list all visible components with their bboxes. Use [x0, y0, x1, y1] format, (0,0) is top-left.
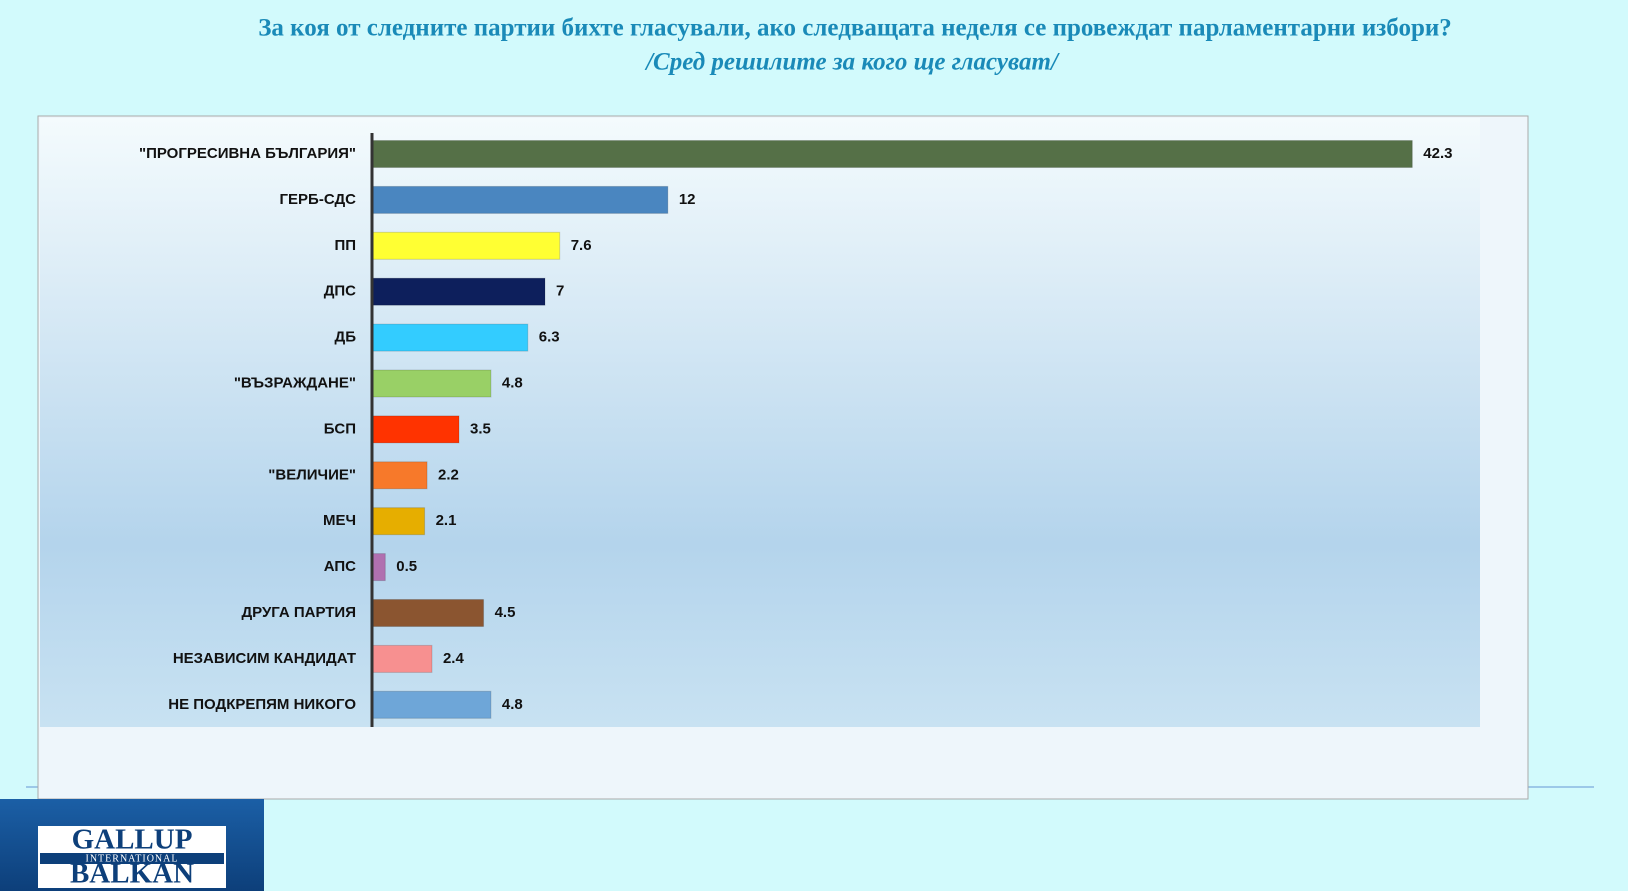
category-label: "ВЕЛИЧИЕ": [268, 466, 356, 483]
logo-text: GALLUP: [72, 824, 193, 856]
category-label: ДБ: [335, 329, 357, 346]
logo-text: INTERNATIONAL: [86, 853, 179, 864]
bar: [372, 415, 460, 444]
category-label: БСП: [324, 420, 356, 437]
bar: [372, 277, 546, 306]
value-label: 4.8: [502, 696, 523, 713]
category-label: НЕ ПОДКРЕПЯМ НИКОГО: [168, 696, 356, 713]
bar: [372, 644, 433, 673]
value-label: 6.3: [539, 329, 560, 346]
plot-area: [40, 118, 1480, 727]
bar: [372, 690, 492, 719]
value-label: 42.3: [1423, 145, 1452, 162]
bar: [372, 507, 426, 536]
subtitle: /Сред решилите за кого ще гласуват/: [644, 49, 1060, 76]
value-label: 4.5: [495, 604, 516, 621]
category-label: ГЕРБ-СДС: [280, 191, 357, 208]
value-label: 7: [556, 283, 564, 300]
category-label: МЕЧ: [323, 512, 356, 529]
value-label: 2.4: [443, 650, 465, 667]
value-label: 3.5: [470, 420, 491, 437]
bar: [372, 599, 485, 627]
bar: [372, 323, 529, 352]
value-label: 2.2: [438, 466, 459, 483]
bar: [372, 185, 669, 214]
value-label: 0.5: [396, 558, 417, 575]
value-label: 12: [679, 191, 696, 208]
value-label: 2.1: [436, 512, 457, 529]
value-label: 4.8: [502, 374, 523, 391]
logo-band: [40, 853, 224, 864]
category-label: АПС: [324, 558, 356, 575]
category-label: "ПРОГРЕСИВНА БЪЛГАРИЯ": [139, 145, 356, 162]
value-label: 7.6: [571, 237, 592, 254]
bar: [372, 461, 428, 490]
title: За коя от следните партии бихте гласувал…: [258, 15, 1452, 42]
category-label: ДПС: [324, 283, 356, 300]
bar: [372, 140, 1413, 168]
category-label: ПП: [334, 237, 356, 254]
category-label: ДРУГА ПАРТИЯ: [241, 604, 356, 621]
category-label: "ВЪЗРАЖДАНЕ": [234, 374, 356, 391]
category-label: НЕЗАВИСИМ КАНДИДАТ: [173, 650, 356, 667]
logo-text: BALKAN: [70, 858, 194, 890]
bar: [372, 231, 561, 260]
bar: [372, 553, 386, 582]
bar: [372, 369, 492, 398]
